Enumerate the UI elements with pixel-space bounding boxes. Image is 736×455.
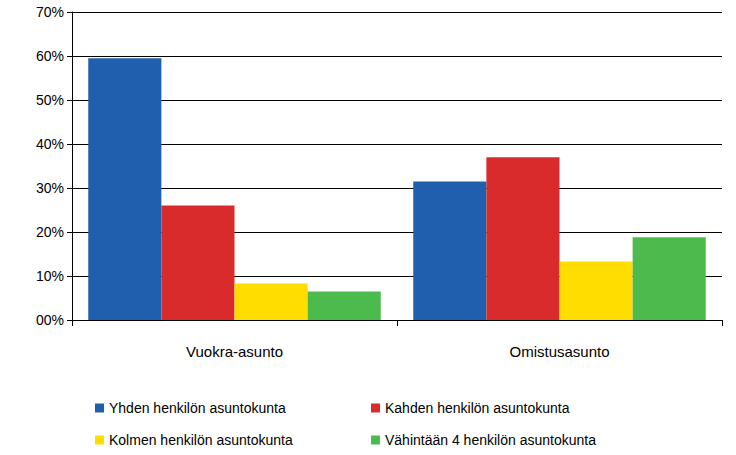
svg-text:40%: 40% bbox=[36, 136, 64, 152]
svg-text:Kolmen henkilön asuntokunta: Kolmen henkilön asuntokunta bbox=[109, 432, 293, 448]
svg-text:20%: 20% bbox=[36, 224, 64, 240]
svg-text:00%: 00% bbox=[36, 312, 64, 328]
svg-text:Vuokra-asunto: Vuokra-asunto bbox=[186, 343, 283, 360]
svg-text:Vähintään 4 henkilön asuntokun: Vähintään 4 henkilön asuntokunta bbox=[385, 432, 596, 448]
svg-text:10%: 10% bbox=[36, 268, 64, 284]
svg-text:30%: 30% bbox=[36, 180, 64, 196]
svg-text:Yhden henkilön asuntokunta: Yhden henkilön asuntokunta bbox=[109, 400, 286, 416]
svg-text:50%: 50% bbox=[36, 92, 64, 108]
svg-text:60%: 60% bbox=[36, 48, 64, 64]
svg-text:70%: 70% bbox=[36, 4, 64, 20]
svg-text:Omistusasunto: Omistusasunto bbox=[509, 343, 609, 360]
svg-text:Kahden henkilön asuntokunta: Kahden henkilön asuntokunta bbox=[385, 400, 570, 416]
